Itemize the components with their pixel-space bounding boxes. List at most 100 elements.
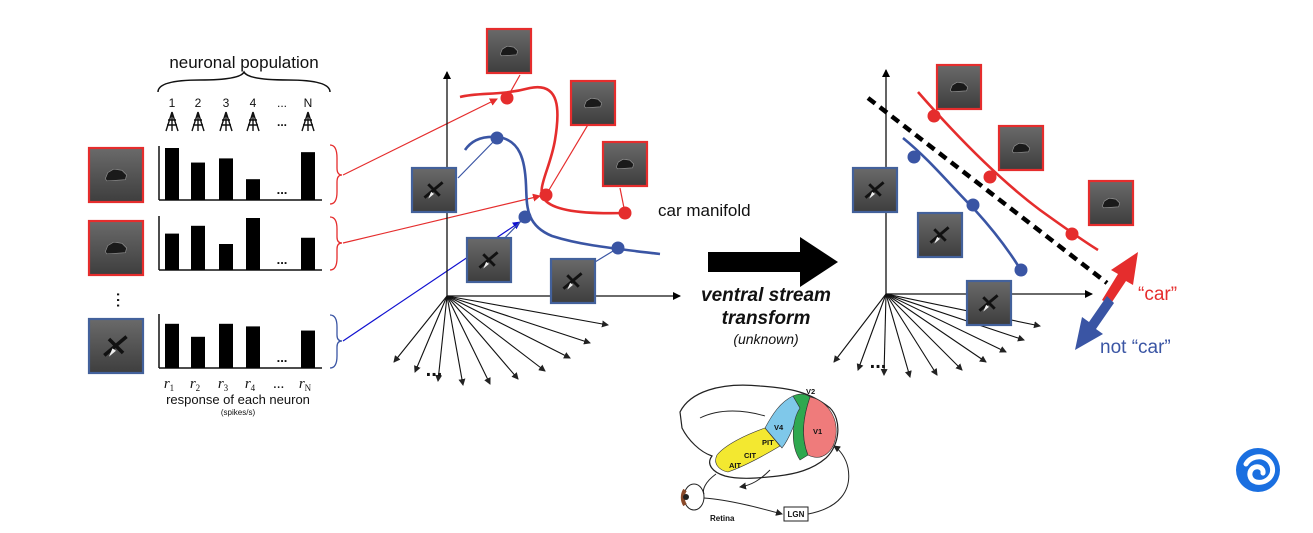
v1-region <box>803 396 837 458</box>
response-row-car-2: ... <box>158 216 322 271</box>
neuron-label: N <box>304 96 313 110</box>
extra-dimension-axis <box>446 295 519 380</box>
car-manifold-separated <box>917 91 1099 252</box>
extra-dimension-axis <box>885 293 987 363</box>
neuron-label: 4 <box>250 96 257 110</box>
response-bar <box>301 152 315 200</box>
response-caption: response of each neuron <box>166 392 310 407</box>
lgn-to-v1-arrow <box>807 445 850 515</box>
car-label: “car” <box>1138 284 1177 305</box>
not-car-direction-arrow <box>1075 296 1114 350</box>
response-row-plane: ... <box>158 314 322 369</box>
area-v1-label: V1 <box>813 427 822 436</box>
neuron-label: 2 <box>195 96 202 110</box>
axes-ellipsis-middle: ... <box>426 359 443 381</box>
transform-arrow <box>708 237 838 287</box>
plane-thumbnail <box>549 257 597 305</box>
manifold-point-car-1 <box>500 91 514 105</box>
response-row-car-1: ... <box>158 146 322 201</box>
extra-dimension-axis <box>833 293 887 363</box>
car-thumbnail <box>87 146 145 204</box>
response-bar <box>165 148 179 200</box>
retina-label: Retina <box>710 514 735 523</box>
neuron-label: 1 <box>169 96 176 110</box>
plane-thumbnail <box>465 236 513 284</box>
car-thumbnail <box>485 27 533 75</box>
response-variable-labels: r1 r2 r3 r4... rN <box>164 376 312 393</box>
neuron-icon <box>301 111 315 132</box>
neuron-label: ... <box>277 96 287 110</box>
population-title: neuronal population <box>169 53 318 72</box>
point-car-3-right <box>1065 227 1079 241</box>
response-bar <box>301 330 315 368</box>
eye-icon <box>680 483 705 511</box>
extra-dimension-axis <box>446 295 591 345</box>
response-bar <box>246 179 260 200</box>
population-panel: neuronal population 1 2 3 4... N ... .......… <box>87 53 343 417</box>
point-plane-2-right <box>966 198 980 212</box>
extra-dimension-axis <box>393 295 448 363</box>
it-output-arrow <box>739 469 771 490</box>
neuron-icons: ... <box>165 111 315 132</box>
bar-ellipsis: ... <box>277 252 288 267</box>
extra-dimension-axis <box>885 293 1007 353</box>
car-thumbnail <box>935 63 983 111</box>
response-bar <box>191 336 205 368</box>
car-manifold-label: car manifold <box>658 201 751 220</box>
extra-dimension-axis <box>885 293 912 378</box>
response-bar <box>219 158 233 200</box>
axes-ellipsis-right: ... <box>870 351 887 373</box>
row-brace-plane <box>329 314 343 369</box>
extra-dimension-axis <box>446 295 571 359</box>
decision-boundary <box>866 96 1109 285</box>
not-car-label: not “car” <box>1100 337 1171 358</box>
point-plane-3-right <box>1014 263 1028 277</box>
plane-thumbnail <box>410 166 458 214</box>
transform-arrow-group: ventral stream transform (unknown) <box>701 237 838 347</box>
extra-dimension-axis <box>446 295 609 328</box>
point-car-2-right <box>983 170 997 184</box>
area-v2-label: V2 <box>806 387 815 396</box>
response-bar-rows: ......... <box>158 146 322 369</box>
response-bar <box>165 233 179 270</box>
extra-dimension-axis <box>885 293 1041 329</box>
car-thumbnail <box>87 219 145 277</box>
plane-manifold-curve <box>463 135 661 256</box>
connector-plane-1 <box>457 137 498 179</box>
response-bar <box>246 218 260 270</box>
extra-dimension-axis <box>435 295 448 382</box>
extra-dimension-axis <box>880 293 888 376</box>
response-var-label: r1 <box>164 376 174 393</box>
extra-dimension-axis <box>414 295 448 373</box>
response-var-label: r3 <box>218 376 229 393</box>
neuron-labels: 1 2 3 4... N <box>169 96 313 110</box>
bar-ellipsis: ... <box>277 350 288 365</box>
response-units: (spikes/s) <box>221 408 256 417</box>
response-bar <box>301 237 315 270</box>
plane-thumbnail <box>965 279 1013 327</box>
response-bar <box>219 244 233 270</box>
manifold-point-plane-3 <box>611 241 625 255</box>
row-brace-car-2 <box>329 216 343 271</box>
brain-sulcus <box>699 410 766 419</box>
brain-diagram: V2 V4 V1 PIT CIT AIT Retina LGN <box>679 384 850 523</box>
neuron-icon <box>219 111 233 132</box>
extra-dimension-axis <box>446 295 546 372</box>
response-bar <box>165 323 179 368</box>
response-bar <box>246 326 260 368</box>
car-thumbnail <box>601 140 649 188</box>
response-bar <box>191 162 205 200</box>
neuron-icon <box>165 111 179 132</box>
manifold-point-plane-1 <box>490 131 504 145</box>
area-pit-label: PIT <box>762 438 774 447</box>
neuron-icon <box>191 111 205 132</box>
plane-thumbnail <box>87 317 145 375</box>
transform-title-line1: ventral stream <box>701 285 831 306</box>
area-v4-label: V4 <box>774 423 784 432</box>
rows-ellipsis: ... <box>112 292 134 309</box>
population-space-untangled: ... “car” not “car” <box>833 63 1177 378</box>
plane-thumbnail <box>916 211 964 259</box>
car-thumbnail <box>569 79 617 127</box>
response-var-label: r4 <box>245 376 256 393</box>
it-feedback-line <box>702 473 717 495</box>
